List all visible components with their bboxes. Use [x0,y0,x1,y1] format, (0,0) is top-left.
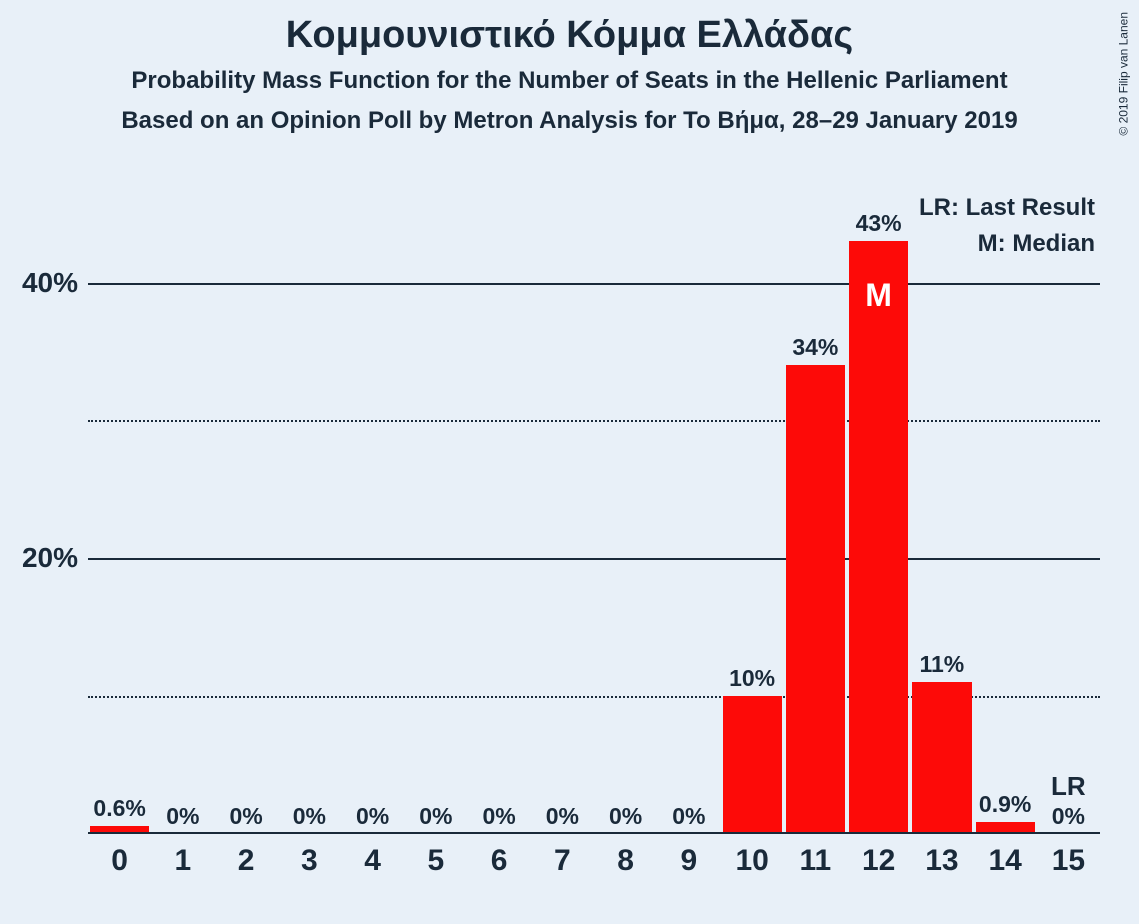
x-axis-tick-label: 3 [301,844,318,878]
bar-slot: 43% M [847,186,910,834]
bar: 10% [723,696,782,834]
bar-slot: 0% [657,186,720,834]
bar-value-label: 0% [546,803,579,830]
bar-slot: 10% [721,186,784,834]
bar-value-label: 0% [672,803,705,830]
bar-value-label: 0% [419,803,452,830]
x-axis-tick-label: 9 [681,844,698,878]
bar-value-label: 0% [1052,803,1085,830]
bar: 43%M [849,241,908,834]
x-axis-tick-label: 11 [800,844,832,878]
chart-plot-area: 20%40% 0.6%0%0%0%0%0%0%0%0%0%10%34%43%M1… [88,186,1100,834]
x-axis-tick-label: 5 [428,844,445,878]
bar-value-label: 0% [609,803,642,830]
x-axis-tick-label: 15 [1052,844,1085,878]
bar-slot: 11% [910,186,973,834]
bar-slot: 0% [594,186,657,834]
bar-slot: 0% [341,186,404,834]
last-result-marker: LR [1051,771,1086,802]
bar-value-label: 0% [483,803,516,830]
bar-slot: 0% [468,186,531,834]
bar: 11% [912,682,971,834]
bar-value-label: 0% [166,803,199,830]
x-axis-tick-label: 13 [925,844,958,878]
x-axis-tick-label: 12 [862,844,895,878]
bar-slot: 0% [404,186,467,834]
bar-value-label: 0% [230,803,263,830]
bar-value-label: 0% [293,803,326,830]
bar: 34% [786,365,845,834]
bar-value-label: 11% [919,651,964,678]
chart-subtitle-2: Based on an Opinion Poll by Metron Analy… [0,107,1139,135]
bar-slot: 34% [784,186,847,834]
copyright-text: © 2019 Filip van Lanen [1117,12,1131,136]
bar-value-label: 43% [856,210,902,237]
y-axis-label: 20% [22,542,78,574]
x-axis-tick-label: 10 [735,844,768,878]
x-axis-tick-label: 14 [988,844,1021,878]
bar-slot: 0.9% [974,186,1037,834]
chart-title: Κομμουνιστικό Κόμμα Ελλάδας [0,0,1139,57]
x-axis-tick-label: 4 [364,844,381,878]
x-axis-tick-label: 7 [554,844,571,878]
x-axis-tick-label: 6 [491,844,508,878]
x-axis-tick-label: 2 [238,844,255,878]
median-marker: M [865,277,892,314]
bar-slot: 0.6% [88,186,151,834]
y-axis-label: 40% [22,267,78,299]
x-axis-line [88,832,1100,834]
bar-slot: 0% [531,186,594,834]
bar-value-label: 0.9% [979,791,1031,818]
x-axis-tick-label: 0 [111,844,128,878]
bar-slot: 0% [278,186,341,834]
bar-value-label: 34% [792,334,838,361]
x-axis-tick-label: 8 [617,844,634,878]
bar-slot: 0% [215,186,278,834]
bar-value-label: 0% [356,803,389,830]
bar-slot: 0%LR [1037,186,1100,834]
x-axis-tick-label: 1 [175,844,192,878]
bar-slot: 0% [151,186,214,834]
bar-value-label: 10% [729,665,775,692]
chart-subtitle-1: Probability Mass Function for the Number… [0,67,1139,95]
bar-value-label: 0.6% [93,795,145,822]
